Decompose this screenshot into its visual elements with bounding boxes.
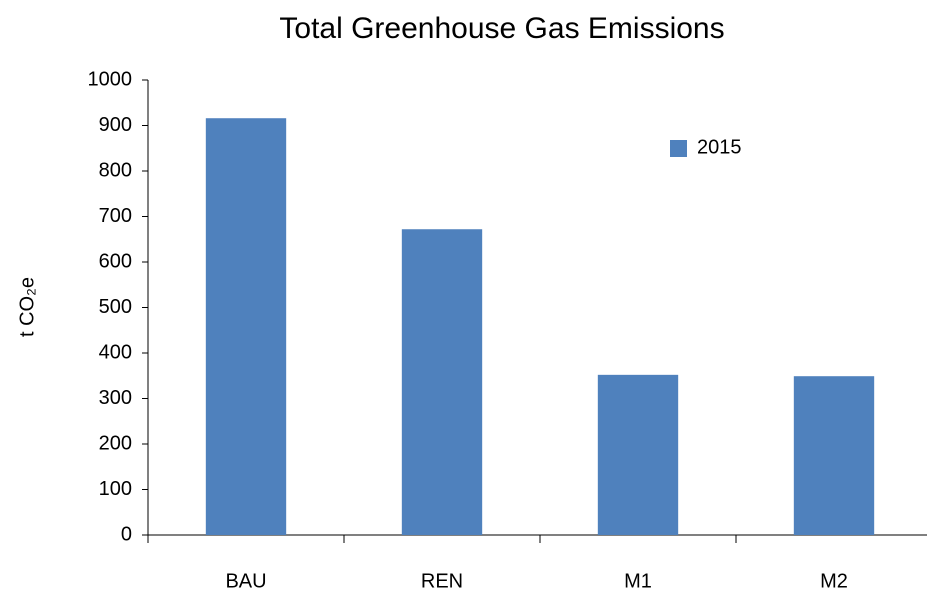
legend-label: 2015 [697,136,742,158]
bar [205,118,287,535]
y-tick-label: 300 [99,387,132,409]
bar [793,376,875,535]
bar [597,374,679,535]
y-tick-label: 800 [99,159,132,181]
bar [401,229,483,536]
x-tick-label: REN [421,570,463,592]
chart-title: Total Greenhouse Gas Emissions [279,12,724,45]
y-tick-label: 0 [121,523,132,545]
y-tick-label: 200 [99,432,132,454]
y-tick-label: 700 [99,205,132,227]
y-tick-label: 400 [99,341,132,363]
x-tick-label: M1 [624,570,652,592]
y-tick-label: 1000 [88,68,133,90]
y-tick-label: 100 [99,478,132,500]
y-axis-title: t CO₂e [16,277,38,337]
y-tick-label: 600 [99,250,132,272]
x-tick-label: BAU [225,570,266,592]
y-tick-label: 900 [99,114,132,136]
x-tick-label: M2 [820,570,848,592]
legend-swatch [670,140,687,157]
y-tick-label: 500 [99,296,132,318]
